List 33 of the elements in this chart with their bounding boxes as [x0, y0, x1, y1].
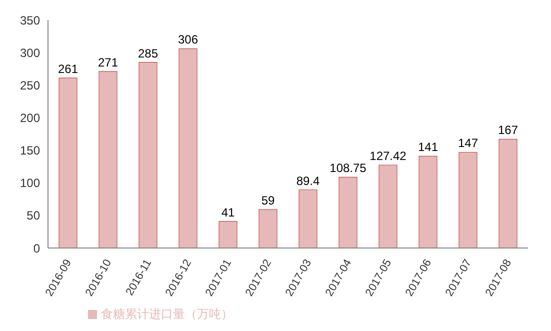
bar — [258, 209, 278, 248]
y-tick-label: 250 — [20, 78, 40, 92]
data-label: 261 — [58, 62, 78, 76]
y-tick-label: 0 — [33, 241, 40, 256]
y-tick-label: 300 — [20, 46, 40, 60]
bar — [298, 189, 318, 248]
data-label: 41 — [221, 205, 235, 220]
legend-label: 食糖累计进口量（万吨） — [101, 307, 233, 321]
bar — [498, 138, 518, 248]
bar — [98, 71, 118, 248]
data-label: 147 — [458, 136, 478, 150]
data-label: 306 — [178, 32, 198, 47]
bar — [338, 176, 358, 248]
y-tick-label: 350 — [20, 13, 40, 28]
data-label: 285 — [138, 46, 158, 60]
data-label: 127.42 — [370, 148, 407, 163]
y-tick-label: 50 — [26, 208, 40, 223]
y-tick-label: 200 — [20, 110, 40, 125]
data-label: 167 — [498, 123, 518, 138]
bar — [218, 220, 238, 248]
bar — [178, 48, 198, 248]
bar — [458, 152, 478, 248]
data-label: 108.75 — [330, 161, 367, 176]
bar — [418, 156, 438, 248]
data-label: 59 — [261, 194, 275, 208]
data-label: 141 — [418, 140, 438, 154]
bar — [138, 62, 158, 248]
bar — [58, 78, 78, 248]
y-tick-label: 150 — [20, 144, 40, 158]
data-label: 89.4 — [296, 174, 320, 188]
bar — [378, 164, 398, 248]
data-label: 271 — [98, 55, 118, 70]
y-tick-label: 100 — [20, 176, 40, 190]
